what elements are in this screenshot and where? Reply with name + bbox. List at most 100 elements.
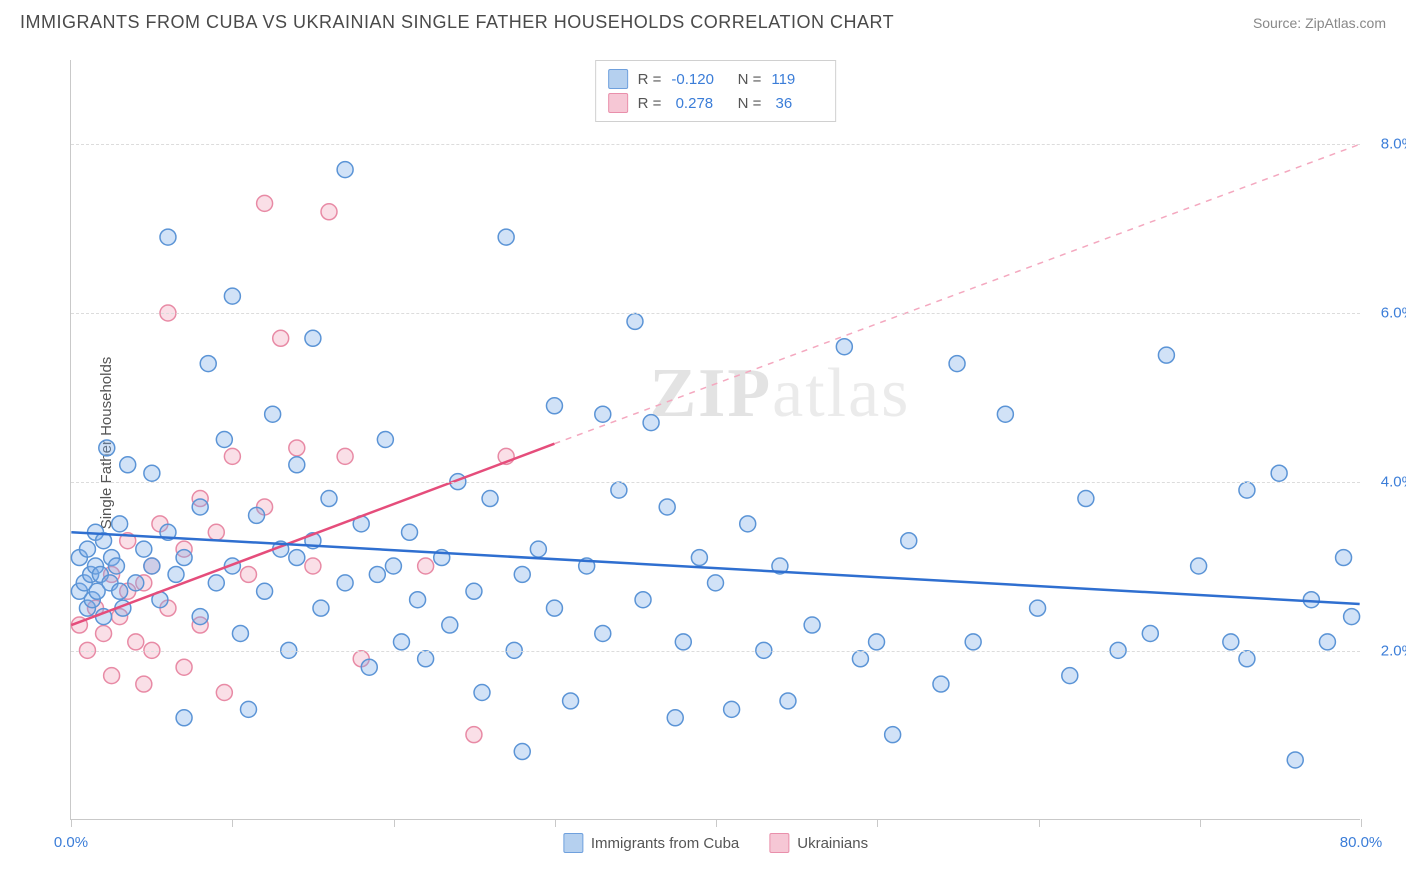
data-point [208,524,224,540]
swatch-ukraine [769,833,789,853]
data-point [498,229,514,245]
data-point [933,676,949,692]
data-point [305,558,321,574]
data-point [144,465,160,481]
data-point [595,406,611,422]
data-point [224,448,240,464]
xtick [71,819,72,827]
trend-line [554,144,1359,443]
data-point [241,566,257,582]
xtick [1039,819,1040,827]
legend-item-ukraine: Ukrainians [769,833,868,853]
data-point [273,330,289,346]
swatch-ukraine [608,93,628,113]
ytick-label: 8.0% [1381,136,1406,153]
data-point [265,406,281,422]
data-point [708,575,724,591]
n-value-cuba: 119 [771,71,823,88]
data-point [635,592,651,608]
data-point [852,651,868,667]
data-point [1191,558,1207,574]
swatch-cuba [563,833,583,853]
data-point [869,634,885,650]
data-point [1239,651,1255,667]
data-point [901,533,917,549]
data-point [1319,634,1335,650]
data-point [208,575,224,591]
data-point [949,356,965,372]
data-point [104,668,120,684]
data-point [466,727,482,743]
data-point [313,600,329,616]
stats-legend: R = -0.120 N = 119 R = 0.278 N = 36 [595,60,837,122]
data-point [144,558,160,574]
data-point [691,550,707,566]
data-point [1078,491,1094,507]
data-point [99,440,115,456]
data-point [79,541,95,557]
data-point [96,625,112,641]
data-point [136,676,152,692]
data-point [474,685,490,701]
plot-area: R = -0.120 N = 119 R = 0.278 N = 36 ZIPa… [70,60,1360,820]
xtick [1200,819,1201,827]
data-point [160,229,176,245]
data-point [289,550,305,566]
data-point [627,313,643,329]
data-point [1030,600,1046,616]
data-point [780,693,796,709]
data-point [804,617,820,633]
source-label: Source: ZipAtlas.com [1253,15,1386,31]
data-point [546,600,562,616]
scatter-svg [71,60,1360,819]
data-point [216,685,232,701]
data-point [321,491,337,507]
data-point [836,339,852,355]
stats-row-ukraine: R = 0.278 N = 36 [608,91,824,115]
n-label: N = [733,71,761,88]
data-point [192,499,208,515]
data-point [136,541,152,557]
xtick [555,819,556,827]
xtick [877,819,878,827]
data-point [1142,625,1158,641]
data-point [1158,347,1174,363]
r-label: R = [638,71,662,88]
data-point [337,162,353,178]
gridline [71,313,1360,314]
r-label: R = [638,95,662,112]
data-point [257,583,273,599]
data-point [418,651,434,667]
data-point [1344,609,1360,625]
data-point [611,482,627,498]
data-point [885,727,901,743]
xtick-label-right: 80.0% [1340,834,1383,851]
data-point [740,516,756,532]
xtick-label-left: 0.0% [54,834,88,851]
data-point [168,566,184,582]
data-point [418,558,434,574]
data-point [466,583,482,599]
gridline [71,144,1360,145]
data-point [1239,482,1255,498]
data-point [108,558,124,574]
stats-row-cuba: R = -0.120 N = 119 [608,67,824,91]
n-label: N = [733,95,761,112]
series-legend: Immigrants from Cuba Ukrainians [563,833,868,853]
ytick-label: 4.0% [1381,474,1406,491]
r-value-cuba: -0.120 [671,71,723,88]
ytick-label: 6.0% [1381,305,1406,322]
n-value-ukraine: 36 [771,95,823,112]
data-point [337,448,353,464]
data-point [965,634,981,650]
chart-title: IMMIGRANTS FROM CUBA VS UKRAINIAN SINGLE… [20,12,894,33]
gridline [71,651,1360,652]
xtick [1361,819,1362,827]
data-point [1062,668,1078,684]
data-point [442,617,458,633]
data-point [563,693,579,709]
data-point [176,710,192,726]
data-point [249,507,265,523]
data-point [361,659,377,675]
data-point [675,634,691,650]
